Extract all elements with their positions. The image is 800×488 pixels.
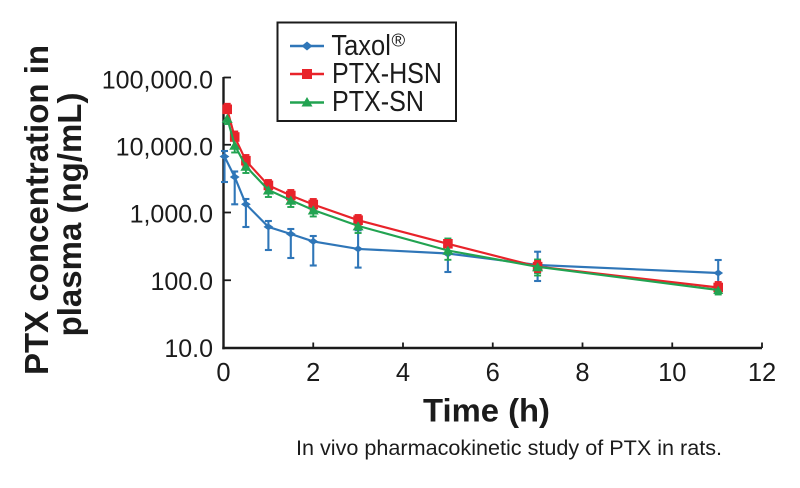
svg-text:PTX-HSN: PTX-HSN: [332, 58, 442, 90]
svg-text:®: ®: [392, 30, 406, 51]
svg-text:0: 0: [216, 359, 230, 387]
svg-text:2: 2: [306, 359, 320, 387]
svg-text:10.0: 10.0: [164, 335, 213, 363]
svg-text:12: 12: [748, 359, 776, 387]
svg-text:8: 8: [575, 359, 589, 387]
svg-text:1,000.0: 1,000.0: [130, 201, 213, 229]
svg-text:10,000.0: 10,000.0: [116, 134, 213, 162]
svg-text:plasma (ng/mL): plasma (ng/mL): [51, 93, 88, 337]
svg-text:Taxol: Taxol: [331, 30, 391, 62]
svg-text:In vivo pharmacokinetic study: In vivo pharmacokinetic study of PTX in …: [296, 435, 722, 460]
svg-text:PTX concentration in: PTX concentration in: [18, 45, 55, 375]
svg-text:6: 6: [486, 359, 500, 387]
svg-text:PTX-SN: PTX-SN: [332, 86, 424, 118]
svg-text:Time (h): Time (h): [423, 392, 550, 429]
svg-text:100,000.0: 100,000.0: [102, 67, 213, 95]
svg-text:10: 10: [658, 359, 686, 387]
svg-text:100.0: 100.0: [150, 268, 213, 296]
svg-text:4: 4: [396, 359, 410, 387]
